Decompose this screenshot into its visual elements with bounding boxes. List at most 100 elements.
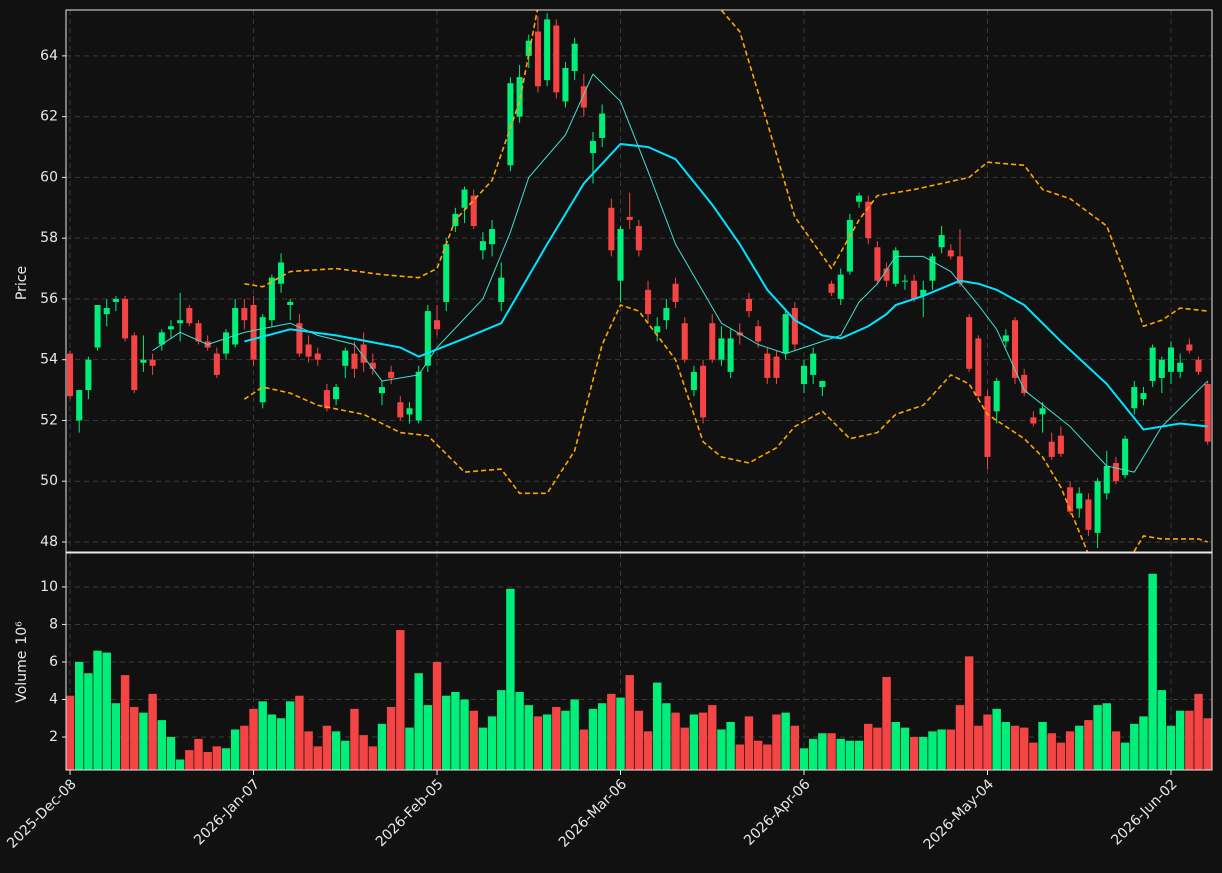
candle-body <box>1039 408 1046 415</box>
candle-body <box>122 298 129 339</box>
candle-body <box>369 362 376 369</box>
candle-body <box>727 338 734 372</box>
candle-body <box>443 244 450 302</box>
candle-body <box>892 250 899 284</box>
candle-body <box>167 326 174 330</box>
y-tick-label: 56 <box>40 291 58 307</box>
candle-body <box>819 380 826 388</box>
candle-body <box>920 289 927 296</box>
candle-body <box>67 353 74 397</box>
candle-body <box>626 216 633 220</box>
candle-body <box>1177 362 1184 372</box>
volume-bar <box>322 725 332 770</box>
volume-axis-label: Volume 10⁶ <box>14 621 30 703</box>
volume-bar <box>1111 731 1121 770</box>
candle-body <box>929 256 936 281</box>
volume-bar <box>1029 742 1038 770</box>
volume-bar <box>1148 573 1157 770</box>
candle-body <box>388 371 395 378</box>
candle-body <box>250 305 257 360</box>
candle-body <box>489 229 496 245</box>
candle-body <box>589 140 597 154</box>
volume-bar <box>258 701 267 770</box>
candle-body <box>764 353 771 378</box>
volume-bar <box>1065 731 1075 770</box>
candle-body <box>287 301 294 306</box>
volume-bar <box>377 723 387 770</box>
candle-body <box>645 289 652 315</box>
candle-body <box>186 308 193 324</box>
candle-body <box>1094 481 1101 533</box>
volume-bar <box>643 731 653 770</box>
volume-bar <box>588 708 598 770</box>
candle-body <box>1067 487 1074 512</box>
volume-bar <box>772 714 781 770</box>
candle-body <box>874 247 881 281</box>
volume-bar <box>616 697 625 770</box>
volume-bar <box>157 720 167 770</box>
volume-bar <box>1075 725 1084 770</box>
volume-bar <box>726 721 735 770</box>
overlay-lines <box>152 10 1209 552</box>
price-axis-label: Price <box>14 266 30 300</box>
candle-body <box>259 317 266 403</box>
volume-bar <box>570 699 579 770</box>
volume-bar <box>139 712 148 770</box>
candle-body <box>1131 387 1138 409</box>
volume-bar <box>992 708 1001 770</box>
candle-body <box>195 323 202 342</box>
candle-body <box>993 380 1000 412</box>
volume-bar <box>753 740 763 770</box>
candle-body <box>149 359 156 366</box>
volume-bar <box>1166 725 1176 770</box>
volume-bar <box>561 710 570 770</box>
candle-body <box>534 31 541 87</box>
volume-bar <box>955 705 965 770</box>
candle-body <box>140 359 147 363</box>
volume-bar <box>1194 693 1203 770</box>
volume-bar <box>882 676 891 770</box>
candle-body <box>1140 393 1147 400</box>
volume-bar <box>763 744 772 770</box>
volume-bar <box>414 673 423 770</box>
volume-bar <box>974 725 983 770</box>
volume-bar <box>249 708 258 770</box>
volume-bar <box>919 736 928 770</box>
y-tick-label: 48 <box>40 534 58 550</box>
volume-bar <box>790 725 800 770</box>
candle-body <box>1195 359 1202 372</box>
candle-body <box>378 387 386 394</box>
volume-bar <box>909 736 919 770</box>
candle-body <box>791 308 798 345</box>
volume-bar <box>1102 703 1111 770</box>
y-tick-label: 6 <box>49 654 58 670</box>
volume-bar <box>396 630 405 770</box>
y-tick-label: 54 <box>40 352 58 368</box>
y-tick-label: 58 <box>40 230 58 246</box>
overlay-line <box>152 73 1209 473</box>
volume-bar <box>662 703 671 770</box>
y-tick-label: 62 <box>40 109 58 125</box>
volume-bar <box>185 750 194 770</box>
candle-body <box>782 314 789 354</box>
volume-bar <box>451 691 460 770</box>
volume-bar <box>1093 705 1102 770</box>
volume-bar <box>1203 718 1212 770</box>
volume-offset: 10⁶ <box>14 621 30 645</box>
volume-bar <box>689 714 699 770</box>
volume-bar <box>497 690 506 770</box>
volume-bar <box>120 675 130 770</box>
volume-bar <box>93 650 102 770</box>
volume-bar <box>286 701 295 770</box>
y-tick-label: 64 <box>40 48 58 64</box>
volume-bar <box>469 710 478 770</box>
volume-bar <box>1130 723 1139 770</box>
volume-bar <box>304 731 313 770</box>
volume-bar <box>423 705 433 770</box>
volume-bar <box>212 746 222 770</box>
volume-bar <box>74 661 84 770</box>
candle-body <box>700 365 707 418</box>
marks <box>67 13 1211 549</box>
volume-bar <box>386 706 396 770</box>
candle-body <box>1167 347 1175 372</box>
